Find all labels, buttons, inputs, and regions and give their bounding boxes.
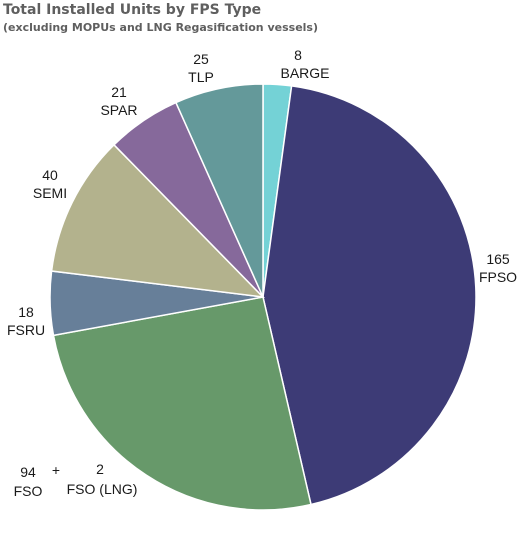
pie-slice-fso-fso-lng [52,296,312,511]
label-fso-plus: + [52,462,60,478]
label-fso-lng-value: 2 [96,461,104,477]
label-barge-name: BARGE [280,65,329,81]
pie-slice-semi [50,143,266,299]
label-spar-name: SPAR [100,102,137,118]
label-tlp-value: 25 [193,51,209,67]
pie-slice-tlp [174,83,264,298]
label-semi-value: 40 [42,167,58,183]
label-semi-name: SEMI [33,185,67,201]
label-barge-value: 8 [294,47,302,63]
label-fso-name: FSO [14,483,43,499]
pie-slice-fpso [262,85,477,506]
label-fso-lng-name: FSO (LNG) [67,481,138,497]
label-tlp-name: TLP [188,69,214,85]
pie-slices [49,83,477,511]
label-fso-value: 94 [20,464,36,480]
label-spar-value: 21 [111,84,127,100]
pie-labels: 8 BARGE 165 FPSO 94 + 2 FSO FSO (LNG) 18… [7,47,517,499]
label-fpso-value: 165 [486,251,510,267]
chart-subtitle: (excluding MOPUs and LNG Regasification … [3,21,319,34]
label-fsru-name: FSRU [7,322,45,338]
label-fpso-name: FPSO [479,269,517,285]
label-fsru-value: 18 [18,304,34,320]
chart-title: Total Installed Units by FPS Type [3,2,262,18]
